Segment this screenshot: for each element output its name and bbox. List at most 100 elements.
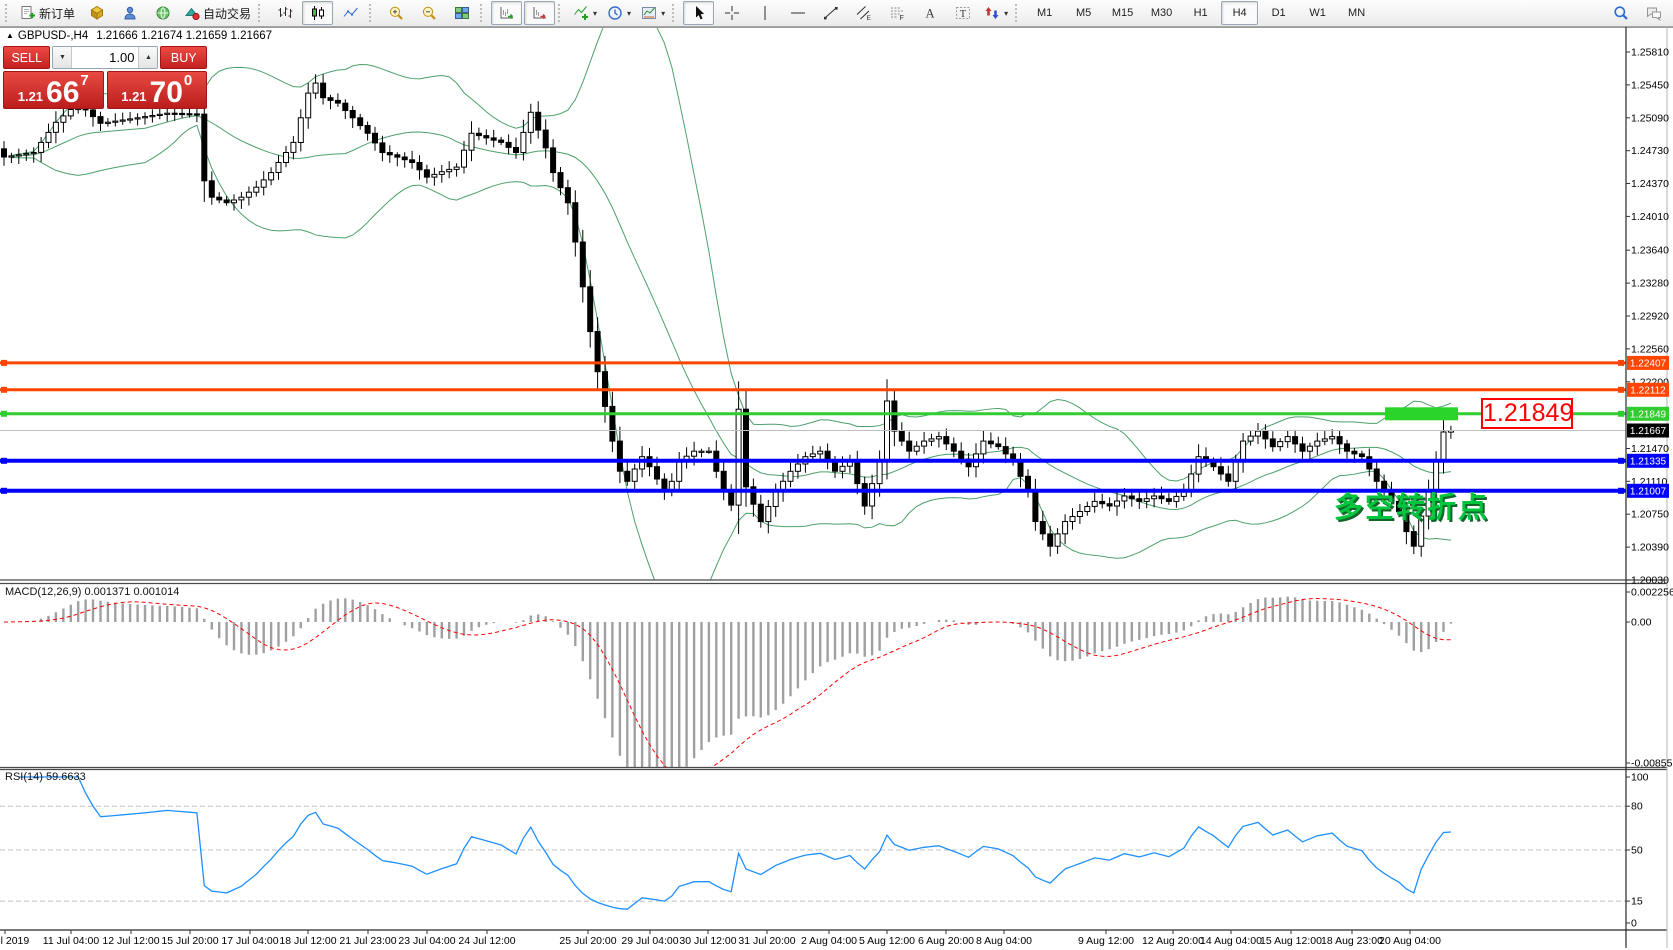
candle[interactable]	[1, 148, 7, 158]
data-window-button[interactable]	[114, 1, 145, 25]
bollinger-middle-band[interactable]	[11, 115, 1451, 511]
buy-button[interactable]: BUY	[160, 46, 207, 69]
candle[interactable]	[550, 147, 557, 174]
candle[interactable]	[527, 111, 534, 133]
candle[interactable]	[535, 111, 542, 131]
candle[interactable]	[728, 490, 735, 506]
candle[interactable]	[409, 159, 416, 164]
chevron-down-icon[interactable]: ▾	[627, 8, 632, 18]
candle[interactable]	[757, 503, 764, 523]
candle[interactable]	[156, 113, 163, 117]
volume-increase-button[interactable]: ▲	[138, 47, 158, 68]
toolbar-drag-handle[interactable]	[5, 4, 11, 22]
candle[interactable]	[52, 121, 59, 133]
chevron-down-icon[interactable]: ▾	[593, 8, 598, 18]
timeframe-w1-button[interactable]: W1	[1309, 7, 1326, 19]
candle[interactable]	[1039, 521, 1046, 535]
candle[interactable]	[594, 331, 601, 373]
buy-price-box[interactable]: 1.21 70 0	[106, 71, 207, 109]
candlestick-chart-button[interactable]	[302, 1, 334, 25]
candle[interactable]	[498, 139, 505, 143]
candle[interactable]	[320, 82, 327, 99]
text-button[interactable]: A	[914, 1, 945, 25]
candle[interactable]	[817, 450, 824, 455]
candle[interactable]	[45, 131, 52, 143]
toolbar-drag-handle[interactable]	[672, 4, 678, 22]
candle[interactable]	[416, 162, 423, 171]
periods-button[interactable]: ▾	[603, 1, 635, 25]
line-anchor-right[interactable]	[1618, 386, 1624, 393]
candle[interactable]	[1292, 436, 1299, 445]
candle[interactable]	[1358, 453, 1365, 458]
candle[interactable]	[1314, 440, 1321, 447]
candle[interactable]	[1262, 430, 1269, 440]
candle[interactable]	[127, 118, 134, 121]
templates-button[interactable]: ▾	[637, 1, 669, 25]
candle[interactable]	[1143, 498, 1150, 502]
line-anchor-left[interactable]	[1, 359, 7, 366]
candle[interactable]	[1247, 435, 1254, 442]
candle[interactable]	[1284, 436, 1291, 443]
candle[interactable]	[223, 199, 230, 204]
candle[interactable]	[60, 115, 67, 123]
candle[interactable]	[750, 486, 757, 505]
chat-button[interactable]	[1638, 1, 1669, 25]
candle[interactable]	[950, 443, 957, 452]
tile-windows-button[interactable]	[446, 1, 477, 25]
candle[interactable]	[676, 460, 683, 482]
candle[interactable]	[297, 117, 304, 144]
candle[interactable]	[854, 460, 861, 485]
candle[interactable]	[609, 405, 616, 442]
candle[interactable]	[423, 169, 430, 178]
candle[interactable]	[112, 120, 119, 123]
line-anchor-left[interactable]	[1, 487, 7, 494]
timeframe-d1-button[interactable]: D1	[1271, 7, 1286, 19]
candle[interactable]	[1128, 495, 1135, 500]
candle[interactable]	[1136, 498, 1143, 502]
candle[interactable]	[342, 102, 349, 111]
candle[interactable]	[394, 154, 401, 158]
bollinger-lower-band[interactable]	[11, 124, 1451, 616]
candle[interactable]	[386, 152, 393, 156]
timeframe-mn-button[interactable]: MN	[1348, 7, 1366, 19]
candle[interactable]	[1099, 500, 1106, 505]
candle[interactable]	[312, 82, 319, 94]
candle[interactable]	[253, 186, 260, 193]
candle[interactable]	[1047, 533, 1054, 547]
candle[interactable]	[921, 440, 928, 447]
candle[interactable]	[765, 506, 772, 523]
candle[interactable]	[520, 131, 527, 153]
candle[interactable]	[238, 196, 245, 201]
candle[interactable]	[38, 141, 45, 153]
line-anchor-left[interactable]	[1, 410, 7, 417]
line-anchor-right[interactable]	[1618, 359, 1624, 366]
candle[interactable]	[513, 147, 519, 153]
new-order-button[interactable]: 新订单	[16, 1, 79, 25]
timeframe-h4-button[interactable]: H4	[1221, 1, 1259, 25]
candle[interactable]	[772, 490, 779, 507]
candle[interactable]	[179, 112, 186, 116]
candle[interactable]	[364, 125, 371, 134]
candle[interactable]	[149, 115, 156, 118]
candle[interactable]	[869, 483, 876, 507]
candle[interactable]	[90, 109, 96, 118]
candle[interactable]	[616, 440, 623, 472]
chevron-down-icon[interactable]: ▾	[661, 8, 666, 18]
candle[interactable]	[1069, 516, 1076, 522]
candle[interactable]	[327, 97, 334, 101]
candle[interactable]	[1017, 460, 1024, 477]
candle[interactable]	[691, 450, 698, 457]
candle[interactable]	[134, 117, 141, 120]
candle[interactable]	[1232, 460, 1239, 482]
candle[interactable]	[1084, 506, 1091, 512]
candle[interactable]	[557, 172, 564, 189]
trendline-button[interactable]	[815, 1, 846, 25]
candle[interactable]	[231, 199, 237, 204]
candle[interactable]	[943, 436, 950, 445]
chevron-down-icon[interactable]: ▾	[1004, 8, 1009, 18]
candle[interactable]	[1165, 498, 1172, 502]
toolbar-drag-handle[interactable]	[480, 4, 486, 22]
toolbar-drag-handle[interactable]	[369, 4, 375, 22]
candle[interactable]	[1091, 500, 1098, 507]
